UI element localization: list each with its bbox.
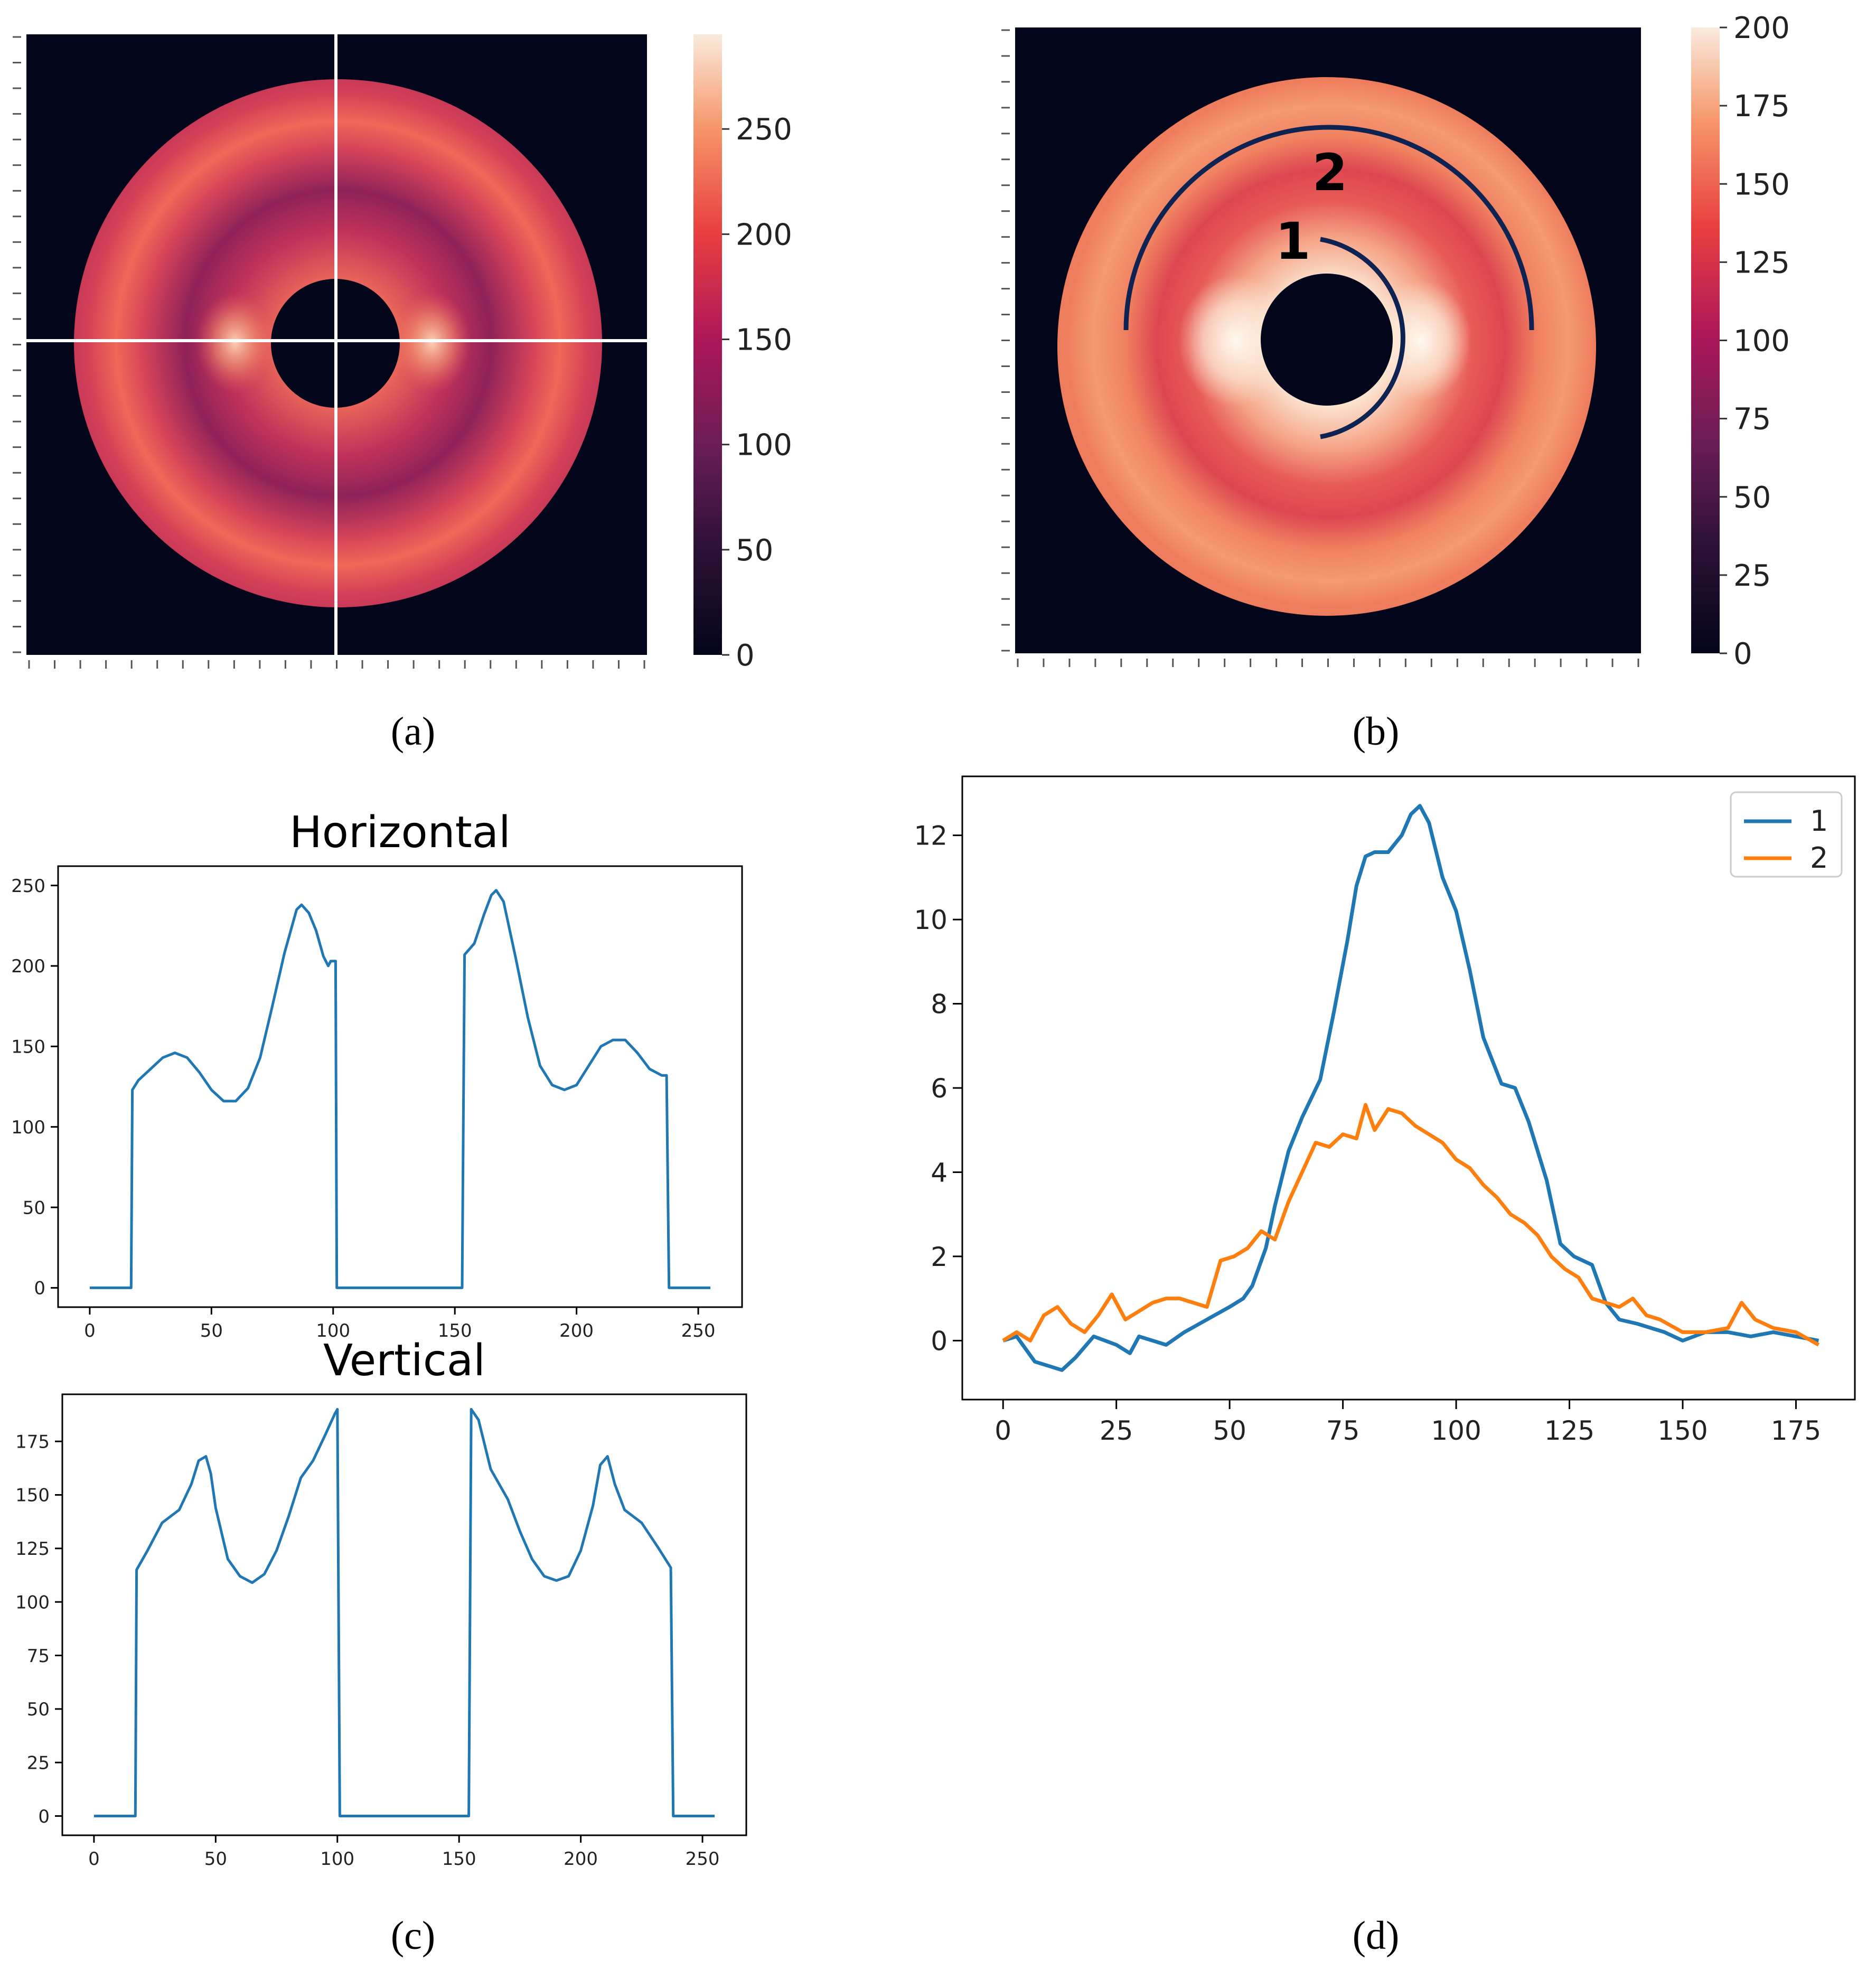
series-line-vertical [93,1407,715,1817]
y-tick-label: 12 [914,821,948,851]
chart-vertical: 0 50 100 150 200 250 0 25 50 75 100 125 150 175 Vertic… [15,1336,747,1870]
panel-label-c: (c) [391,1913,435,1958]
y-tick-label: 10 [914,905,948,935]
x-tick-label: 250 [686,1848,720,1870]
panel-label-b: (b) [1353,709,1400,754]
legend-label-1: 1 [1810,804,1828,838]
x-tick-label: 100 [1431,1415,1481,1446]
colorbar-tick-label: 200 [1733,11,1790,45]
y-tick-label: 150 [11,1037,45,1058]
arc-label-1: 1 [1275,212,1311,271]
x-tick-label: 150 [442,1848,476,1870]
panel-a: 0 50 100 150 200 250 (a) [13,34,792,754]
y-tick-label: 0 [38,1806,50,1827]
arc-1 [1320,237,1405,439]
colorbar-tick-label: 150 [736,323,792,358]
panel-label-d: (d) [1353,1913,1400,1958]
series-line-2 [1002,1103,1820,1347]
y-tick-label: 6 [931,1073,948,1104]
colorbar-tick-label: 75 [1733,402,1771,437]
colorbar-a-ticks: 0 50 100 150 200 250 [722,112,792,673]
y-tick-label: 25 [27,1752,50,1773]
y-tick-label: 75 [27,1646,50,1667]
colorbar-tick-label: 0 [1733,637,1752,671]
x-tick-label: 150 [1657,1415,1708,1446]
bright-spot-b-left [1178,275,1294,407]
x-tick-label: 75 [1326,1415,1360,1446]
y-tick-label: 100 [15,1592,50,1613]
y-tick-label: 200 [11,956,45,977]
y-tick-label: 50 [27,1699,50,1720]
y-tick-label: 125 [15,1538,50,1560]
x-tick-label: 100 [320,1848,354,1870]
y-tick-label: 2 [931,1242,948,1272]
x-tick-label: 0 [84,1320,96,1341]
y-tick-label: 4 [931,1157,948,1188]
colorbar-tick-label: 50 [736,533,773,568]
colorbar-tick-label: 250 [736,112,792,147]
colorbar-tick-label: 100 [1733,324,1790,359]
y-tick-label: 150 [15,1485,50,1506]
x-tick-label: 175 [1771,1415,1821,1446]
colorbar-tick-label: 175 [1733,89,1790,124]
colorbar-tick-label: 150 [1733,167,1790,202]
x-tick-label: 200 [564,1848,598,1870]
hole-b [1261,274,1393,406]
panel-label-a: (a) [391,709,435,754]
chart-title: Vertical [323,1336,485,1386]
x-tick-label: 0 [995,1415,1011,1446]
colorbar-tick-label: 25 [1733,559,1771,593]
x-tick-label: 50 [200,1320,223,1341]
colorbar-tick-label: 0 [736,639,755,673]
colorbar-tick-label: 50 [1733,481,1771,515]
y-tick-label: 0 [34,1278,45,1299]
x-tick-label: 125 [1544,1415,1594,1446]
x-tick-label: 150 [438,1320,472,1341]
arc-2 [1123,125,1534,331]
plot-frame [57,865,743,1308]
colorbar-tick-label: 125 [1733,246,1790,280]
series-line-1 [1002,804,1819,1372]
y-tick-label: 100 [11,1117,45,1138]
legend-label-2: 2 [1810,841,1828,875]
panel-b: 1 2 0 25 50 75 100 125 150 175 200 (b) [1001,11,1790,754]
x-tick-label: 250 [681,1320,716,1341]
colorbar-b [1691,27,1720,653]
x-tick-label: 50 [204,1848,227,1870]
colorbar-b-ticks: 0 25 50 75 100 125 150 175 200 [1720,11,1790,671]
arc-label-2: 2 [1312,143,1348,202]
y-tick-label: 250 [11,876,45,897]
x-tick-label: 0 [88,1848,100,1870]
series-line-horizontal [89,889,711,1289]
heatmap-a-ticks [13,36,645,669]
colorbar-tick-label: 100 [736,428,792,463]
panel-c: 0 50 100 150 200 250050100150200250Horizontal… [11,808,747,1958]
y-tick-label: 50 [23,1197,45,1218]
colorbar-a [693,34,722,655]
y-tick-label: 175 [15,1431,50,1452]
heatmap-b-ticks [1001,29,1639,667]
x-tick-label: 100 [316,1320,350,1341]
x-tick-label: 200 [559,1320,594,1341]
y-tick-label: 8 [931,989,948,1020]
y-tick-label: 0 [931,1326,948,1356]
plot-frame [61,1393,747,1836]
chart-title: Horizontal [289,808,511,858]
plot-frame [961,775,1856,1401]
chart-horizontal: 0 50 100 150 200 250 0 50 100 150 200 250 Horizontal [11,808,743,1341]
colorbar-tick-label: 200 [736,218,792,252]
x-tick-label: 25 [1100,1415,1133,1446]
x-tick-label: 50 [1213,1415,1246,1446]
legend-box [1730,791,1843,878]
